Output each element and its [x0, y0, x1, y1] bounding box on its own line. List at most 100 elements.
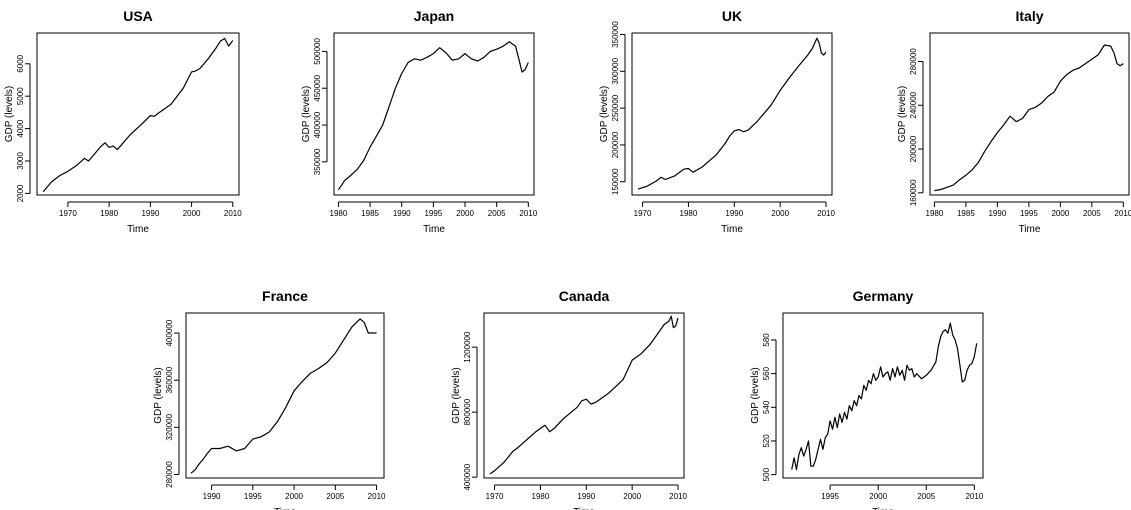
x-tick-label: 2010 [817, 209, 835, 218]
x-tick-label: 1995 [821, 492, 839, 501]
y-axis: 500 520 540 560 580 [762, 333, 777, 481]
x-tick-label: 1990 [988, 209, 1006, 218]
chart-title: France [262, 288, 308, 304]
y-axis-label: GDP (levels) [4, 86, 15, 143]
x-tick-label: 2000 [456, 209, 474, 218]
x-tick-label: 2005 [488, 209, 506, 218]
y-axis-label: GDP (levels) [153, 367, 164, 424]
y-tick-label: 560 [762, 366, 771, 380]
y-axis-label: GDP (levels) [451, 367, 462, 424]
x-axis: 1970 1980 1990 2000 2010 [634, 201, 835, 218]
x-axis: 1990 1995 2000 2005 2010 [203, 484, 386, 501]
y-axis-label: GDP (levels) [301, 86, 312, 143]
x-tick-label: 1980 [330, 209, 348, 218]
x-tick-label: 1980 [680, 209, 698, 218]
x-tick-label: 2000 [623, 492, 641, 501]
x-tick-label: 1995 [1020, 209, 1038, 218]
x-axis-label: Time [1019, 224, 1041, 235]
series-line-usa [42, 37, 234, 193]
x-tick-label: 1980 [100, 209, 118, 218]
x-tick-label: 1980 [926, 209, 944, 218]
plot-frame [36, 32, 240, 196]
y-tick-label: 6000 [16, 54, 25, 72]
x-tick-label: 2010 [965, 492, 983, 501]
y-axis-label: GDP (levels) [897, 86, 908, 143]
y-axis: 2000 3000 4000 5000 6000 [16, 54, 31, 202]
y-axis: 350000 400000 450000 500000 [313, 38, 328, 175]
x-tick-label: 1970 [486, 492, 504, 501]
x-tick-label: 2010 [519, 209, 537, 218]
y-tick-label: 200000 [611, 131, 620, 158]
x-axis: 1995 2000 2005 2010 [821, 484, 984, 501]
x-axis-label: Time [872, 507, 894, 510]
x-tick-label: 1970 [59, 209, 77, 218]
chart-title: Japan [414, 8, 454, 24]
y-tick-label: 350000 [313, 148, 322, 175]
y-tick-label: 240000 [909, 91, 918, 118]
chart-title: UK [722, 8, 742, 24]
panel-germany: Germany1995200020052010Time5005205405605… [750, 288, 984, 510]
plot-frame [631, 32, 833, 196]
y-tick-label: 2000 [16, 184, 25, 202]
x-tick-label: 2005 [326, 492, 344, 501]
x-axis-label: Time [573, 507, 595, 510]
x-tick-label: 1990 [393, 209, 411, 218]
y-tick-label: 3000 [16, 152, 25, 170]
x-axis-label: Time [274, 507, 296, 510]
x-tick-label: 2010 [224, 209, 242, 218]
y-tick-label: 520 [762, 434, 771, 448]
series-line-uk [637, 37, 827, 190]
y-tick-label: 580 [762, 333, 771, 347]
y-tick-label: 360000 [165, 366, 174, 393]
panel-uk: UK 1970 1980 1990 2000 2010 Time 150000 200000 25… [599, 8, 835, 235]
x-tick-label: 1995 [424, 209, 442, 218]
x-tick-label: 1990 [203, 492, 221, 501]
y-tick-label: 450000 [313, 74, 322, 101]
panel-japan: Japan 1980 1985 1990 1995 2000 2005 2010 Time 350… [301, 8, 538, 235]
y-axis: 280000 320000 360000 400000 [165, 319, 180, 488]
y-axis-label: GDP (levels) [750, 367, 761, 424]
series-line-canada [489, 315, 679, 475]
x-tick-label: 1990 [725, 209, 743, 218]
y-axis-label: GDP (levels) [599, 86, 610, 143]
plot-frame [929, 32, 1130, 196]
panel-canada: Canada 1970 1980 1990 2000 2010 Time 400000 8000… [451, 288, 687, 510]
y-tick-label: 1200000 [463, 331, 472, 363]
chart-title: Canada [559, 288, 610, 304]
panel-usa: USA 1970 1980 1990 2000 2010 Time 2000 3000 4000 5… [4, 8, 242, 235]
y-tick-label: 400000 [313, 111, 322, 138]
series-line-france [190, 318, 377, 474]
y-tick-label: 800000 [463, 398, 472, 425]
x-axis: 1980 1985 1990 1995 2000 2005 2010 [926, 201, 1131, 218]
x-tick-label: 2010 [669, 492, 687, 501]
y-tick-label: 280000 [165, 461, 174, 488]
y-tick-label: 320000 [165, 413, 174, 440]
y-tick-label: 4000 [16, 119, 25, 137]
x-tick-label: 1990 [577, 492, 595, 501]
x-tick-label: 1985 [957, 209, 975, 218]
x-tick-label: 1970 [634, 209, 652, 218]
y-tick-label: 200000 [909, 135, 918, 162]
x-axis: 1980 1985 1990 1995 2000 2005 2010 [330, 201, 538, 218]
x-tick-label: 2000 [285, 492, 303, 501]
y-tick-label: 400000 [165, 319, 174, 346]
x-tick-label: 2000 [1051, 209, 1069, 218]
x-tick-label: 1995 [244, 492, 262, 501]
panel-france: France 1990 1995 2000 2005 2010 Time 280000 3200… [153, 288, 386, 510]
plot-frame [782, 312, 984, 479]
x-axis: 1970 1980 1990 2000 2010 [486, 484, 687, 501]
y-tick-label: 500000 [313, 38, 322, 65]
y-axis: 150000 200000 250000 300000 350000 [611, 21, 626, 195]
x-tick-label: 1980 [532, 492, 550, 501]
x-tick-label: 2010 [1114, 209, 1131, 218]
x-tick-label: 2000 [183, 209, 201, 218]
x-tick-label: 2000 [869, 492, 887, 501]
y-tick-label: 150000 [611, 168, 620, 195]
y-tick-label: 250000 [611, 94, 620, 121]
plot-frame [483, 312, 685, 479]
y-tick-label: 500 [762, 467, 771, 481]
y-tick-label: 540 [762, 400, 771, 414]
x-tick-label: 2010 [368, 492, 386, 501]
chart-title: USA [123, 8, 153, 24]
y-tick-label: 280000 [909, 48, 918, 75]
